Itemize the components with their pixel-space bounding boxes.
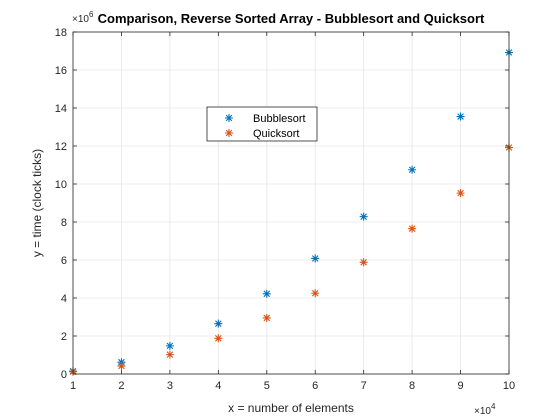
legend-marker-bubblesort	[225, 114, 233, 122]
legend-star-quicksort	[225, 129, 233, 137]
bubblesort-point	[165, 341, 174, 350]
x-tick-label: 5	[264, 380, 270, 392]
y-tick-label: 6	[61, 255, 67, 267]
y-tick-label: 0	[61, 369, 67, 381]
x-tick-label: 10	[503, 380, 515, 392]
quicksort-point	[214, 334, 223, 343]
axes-box	[72, 31, 510, 375]
y-axis-label: y = time (clock ticks)	[30, 149, 44, 257]
quicksort-point	[117, 362, 126, 371]
y-tick-label: 18	[55, 27, 67, 39]
quicksort-point	[311, 289, 320, 298]
y-tick-label: 12	[55, 141, 67, 153]
bubblesort-point	[214, 319, 223, 328]
quicksort-point	[359, 258, 368, 267]
y-tick-label: 2	[61, 331, 67, 343]
x-tick-label: 2	[118, 380, 124, 392]
legend[interactable]: Bubblesort Quicksort	[206, 106, 318, 142]
x-tick-label: 1	[70, 380, 76, 392]
bubblesort-point	[408, 165, 417, 174]
y-tick-label: 14	[55, 103, 67, 115]
x-tick-label: 6	[312, 380, 318, 392]
x-exponent-label: ×104	[474, 402, 496, 417]
bubblesort-point	[262, 289, 271, 298]
legend-star-bubblesort	[225, 114, 233, 122]
legend-marker-quicksort	[225, 129, 233, 137]
quicksort-point	[408, 224, 417, 233]
legend-label-bubblesort: Bubblesort	[253, 113, 306, 125]
chart-title: Comparison, Reverse Sorted Array - Bubbl…	[98, 11, 485, 26]
x-tick-label: 8	[409, 380, 415, 392]
legend-box	[206, 106, 318, 142]
x-tick-labels: 1 2 3 4 5 6 7 8 9 10	[70, 380, 515, 392]
x-axis-label: x = number of elements	[228, 401, 354, 415]
quicksort-point	[165, 350, 174, 359]
quicksort-point	[262, 313, 271, 322]
x-tick-label: 4	[215, 380, 221, 392]
y-tick-label: 10	[55, 179, 67, 191]
bubblesort-point	[311, 254, 320, 263]
y-tick-label: 8	[61, 217, 67, 229]
axis-ticks	[72, 31, 510, 375]
x-tick-label: 3	[167, 380, 173, 392]
bubblesort-point	[456, 112, 465, 121]
bubblesort-point	[359, 212, 368, 221]
quicksort-point	[456, 189, 465, 198]
x-tick-label: 7	[361, 380, 367, 392]
x-tick-label: 9	[457, 380, 463, 392]
y-exponent-label: ×106	[72, 10, 94, 25]
y-tick-labels: 0 2 4 6 8 10 12 14 16 18	[55, 27, 67, 381]
y-tick-label: 4	[61, 293, 67, 305]
legend-label-quicksort: Quicksort	[253, 128, 299, 140]
y-tick-label: 16	[55, 65, 67, 77]
plot-area	[73, 32, 509, 374]
data-points	[69, 48, 513, 376]
